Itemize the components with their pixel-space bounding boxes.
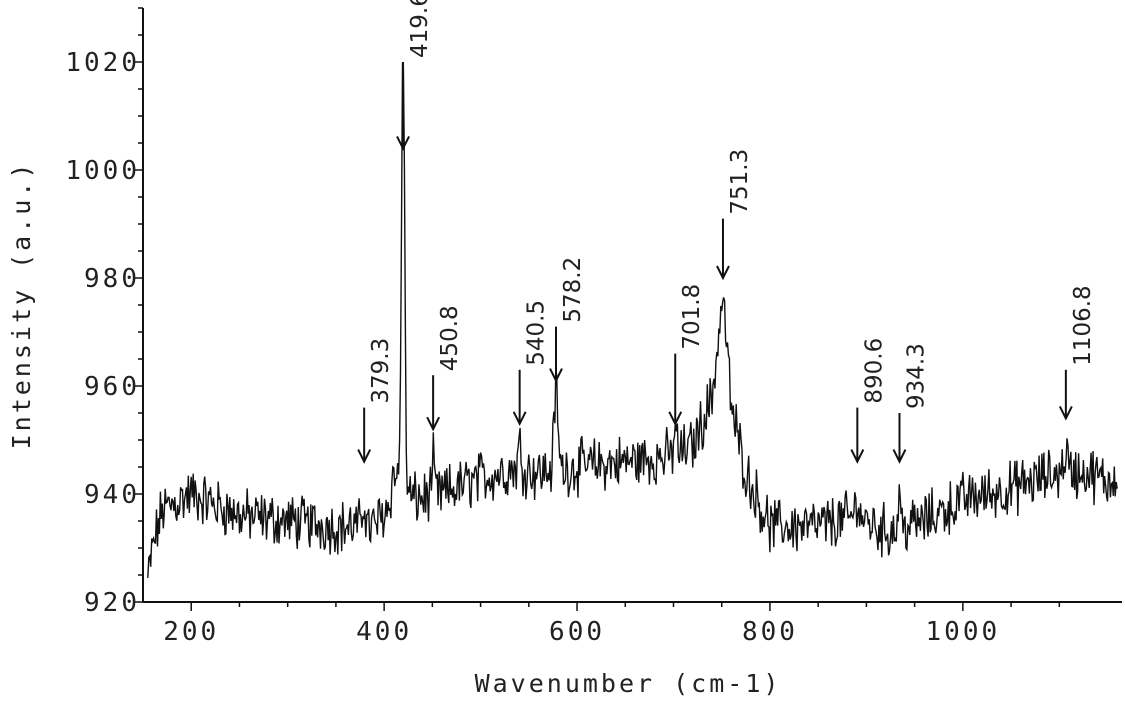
peak-annotation: 1106.8: [1058, 285, 1096, 421]
series-layer: [147, 62, 1118, 578]
y-tick-label: 1020: [65, 48, 140, 78]
peak-arrow-head: [668, 411, 683, 427]
peak-annotation: 450.8: [426, 305, 463, 432]
peak-label: 578.2: [560, 257, 586, 323]
y-tick-label: 960: [84, 372, 140, 402]
y-tick-label: 1000: [65, 156, 140, 186]
x-tick-label: 600: [549, 617, 605, 647]
peak-annotation: 890.6: [850, 338, 887, 464]
peak-annotation: 934.3: [892, 343, 929, 464]
peak-label: 379.3: [368, 338, 394, 404]
peak-annotation: 578.2: [549, 257, 586, 383]
x-tick-label: 1000: [926, 617, 1001, 647]
peak-label: 890.6: [861, 338, 887, 404]
spectrum-line: [147, 62, 1118, 578]
peak-arrow-head: [426, 416, 441, 432]
y-tick-label: 940: [84, 480, 140, 510]
y-axis-label: Intensity (a.u.): [7, 161, 36, 450]
peak-arrow-head: [716, 265, 730, 281]
peak-arrow-head: [512, 411, 527, 427]
annotations: 379.3 419.6 450.8 540.5 578.2 701.8 751.3 890.6…: [357, 0, 1096, 464]
peak-label: 1106.8: [1070, 285, 1096, 365]
x-tick-label: 200: [163, 617, 219, 647]
peak-annotation: 540.5: [512, 300, 550, 427]
peak-annotation: 379.3: [357, 338, 394, 464]
y-tick-label: 920: [84, 588, 140, 618]
peak-arrow-head: [549, 368, 563, 383]
peak-arrow-head: [892, 449, 907, 464]
x-tick-label: 400: [356, 617, 412, 647]
peak-arrow-head: [1058, 405, 1073, 421]
y-tick-label: 980: [84, 264, 140, 294]
peak-label: 934.3: [903, 343, 929, 409]
peak-arrow-head: [357, 449, 372, 464]
peak-label: 540.5: [524, 300, 550, 366]
peak-label: 450.8: [437, 305, 463, 371]
x-tick-label: 800: [742, 617, 798, 647]
x-axis-label: Wavenumber (cm-1): [475, 669, 782, 696]
tick-labels: 200 400 600 800 1000 920 940 960 980 1000 1020: [65, 48, 1001, 647]
peak-annotation: 701.8: [668, 284, 705, 427]
peak-label: 419.6: [407, 0, 433, 58]
axes: [133, 7, 1122, 611]
peak-label: 751.3: [727, 149, 753, 215]
peak-label: 701.8: [679, 284, 705, 350]
peak-arrow-head: [850, 449, 865, 464]
peak-annotation: 419.6: [396, 0, 433, 151]
peak-arrow-head: [396, 135, 410, 151]
peak-annotation: 751.3: [716, 149, 753, 281]
